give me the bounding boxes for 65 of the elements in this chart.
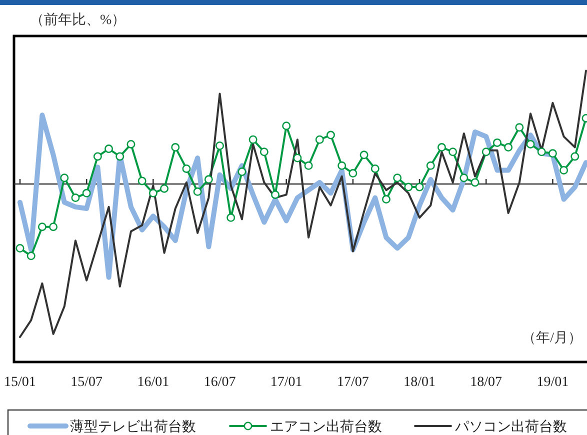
point: [71, 194, 80, 202]
point: [126, 140, 136, 148]
point: [49, 222, 58, 232]
point: [448, 148, 458, 156]
point: [504, 143, 513, 152]
point: [315, 135, 324, 144]
point: [537, 148, 546, 156]
legend-label: パソコン出荷台数: [454, 419, 567, 435]
point: [293, 154, 302, 162]
x-tick-label: 15/07: [70, 375, 103, 390]
point: [382, 195, 390, 204]
point: [492, 138, 502, 147]
point: [360, 150, 368, 160]
point: [426, 161, 435, 170]
x-tick-label: 16/07: [204, 375, 236, 390]
point: [460, 174, 468, 182]
x-tick-label: 17/07: [336, 375, 369, 390]
x-tick-label: 18/07: [470, 375, 502, 390]
legend-label: エアコン出荷台数: [270, 419, 382, 435]
point: [248, 135, 258, 144]
point: [26, 252, 36, 260]
point: [526, 140, 535, 148]
point: [226, 213, 236, 222]
point: [338, 161, 346, 170]
point: [515, 123, 524, 132]
legend-label: 薄型テレビ出荷台数: [70, 419, 196, 435]
point: [548, 149, 557, 158]
point: [116, 152, 124, 161]
point: [138, 176, 146, 186]
x-tick-label: 15/01: [4, 375, 36, 390]
point: [404, 182, 413, 192]
point: [93, 152, 102, 161]
point: [148, 188, 158, 198]
point: [560, 166, 568, 174]
point: [160, 184, 169, 193]
x-tick-label: 17/01: [270, 375, 302, 390]
point: [182, 164, 191, 173]
point: [16, 244, 24, 253]
point: [38, 222, 46, 232]
point: [204, 175, 213, 184]
point: [82, 188, 91, 198]
y-axis-title: （前年比、%）: [30, 12, 126, 28]
point: [238, 168, 246, 176]
point: [348, 169, 358, 178]
point: [482, 148, 490, 156]
point: [304, 161, 313, 170]
point: [326, 130, 335, 140]
point: [393, 174, 402, 182]
point: [104, 144, 114, 154]
x-tick-label: 16/01: [137, 375, 170, 390]
point: [570, 152, 580, 161]
point: [470, 178, 480, 187]
point: [415, 182, 424, 192]
point: [271, 190, 280, 199]
point: [193, 187, 202, 196]
point: [260, 148, 268, 156]
point: [171, 143, 180, 152]
point: [370, 164, 380, 173]
point: [60, 174, 69, 182]
x-axis-title: （年/月）: [522, 330, 582, 346]
x-tick-label: 18/01: [404, 375, 436, 390]
point: [282, 122, 291, 130]
point: [216, 142, 224, 150]
x-tick-label: 19/01: [536, 375, 569, 390]
point: [437, 143, 446, 152]
